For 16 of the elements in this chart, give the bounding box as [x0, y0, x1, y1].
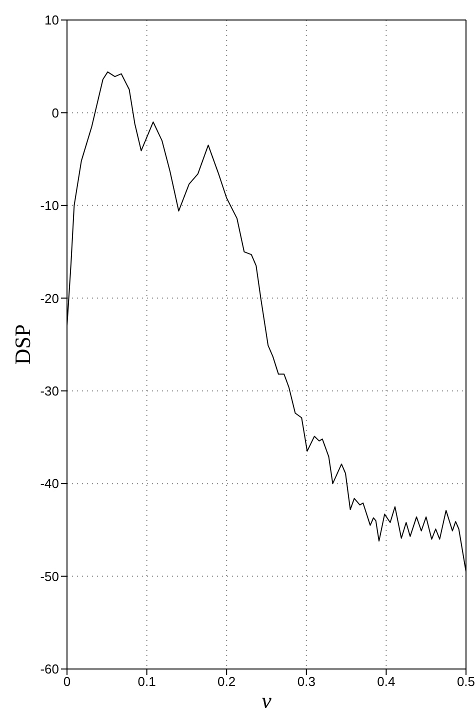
- y-tick-label: -60: [40, 662, 59, 677]
- y-tick-label: -50: [40, 568, 59, 584]
- y-tick-label: 10: [44, 12, 59, 28]
- y-tick-label: -40: [40, 476, 59, 492]
- y-tick-label: -30: [40, 383, 59, 398]
- x-tick-label: 0.1: [138, 674, 156, 690]
- y-axis-title: DSP: [10, 324, 35, 365]
- y-tick-label: -20: [40, 290, 59, 306]
- x-tick-label: 0.2: [218, 674, 236, 690]
- x-tick-label: 0: [63, 674, 71, 690]
- x-tick-label: 0.3: [297, 674, 316, 690]
- y-tick-label: -10: [40, 198, 59, 214]
- x-tick-label: 0.5: [456, 674, 475, 690]
- x-axis-title: ν: [262, 688, 272, 711]
- x-tick-label: 0.4: [377, 674, 396, 690]
- y-tick-label: 0: [52, 105, 59, 120]
